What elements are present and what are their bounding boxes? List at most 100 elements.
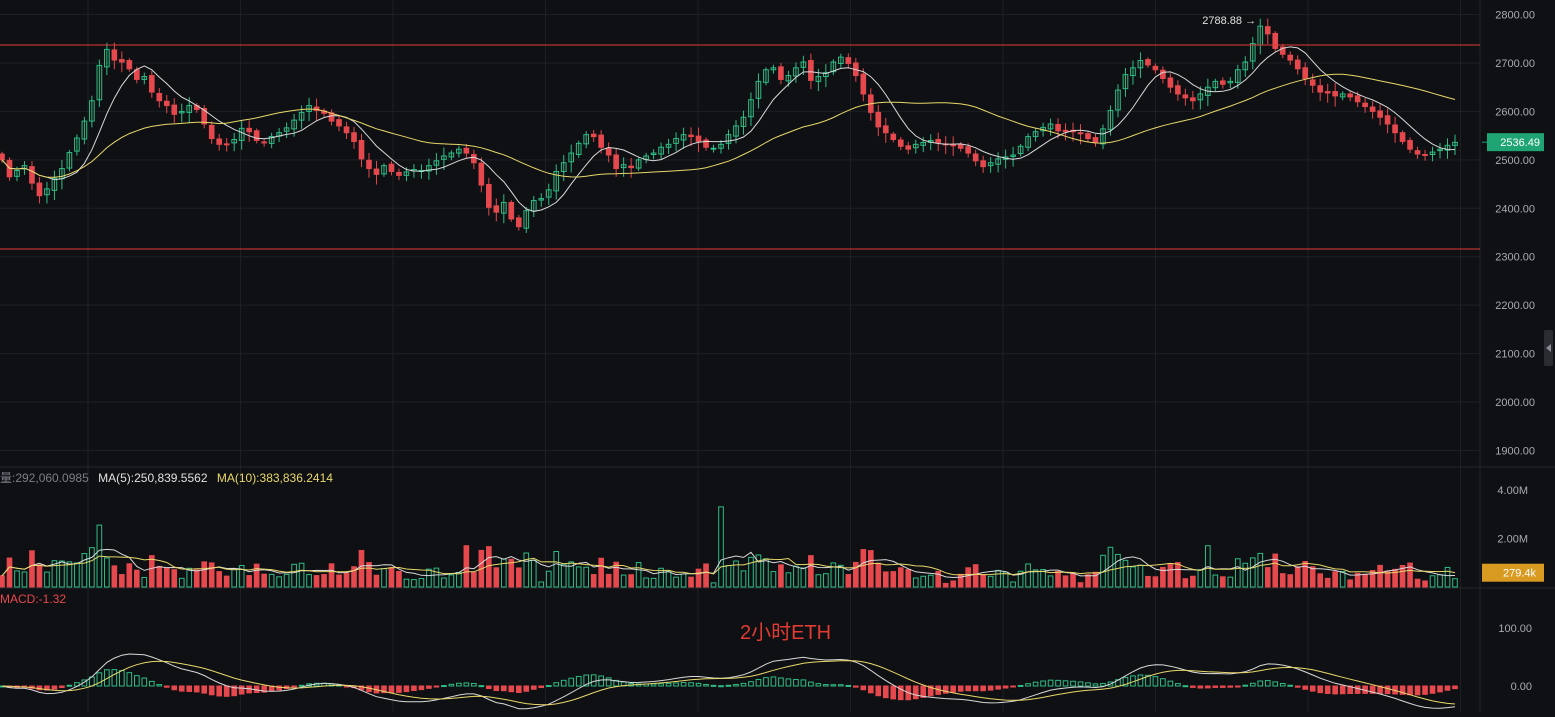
volume-bar xyxy=(1047,575,1054,588)
volume-bar xyxy=(950,580,957,588)
volume-bar xyxy=(493,567,500,588)
volume-bar xyxy=(1212,574,1219,588)
volume-bar xyxy=(306,574,312,588)
volume-bar xyxy=(987,575,994,588)
ma-long-line xyxy=(1,73,1456,178)
macd-histogram-bar xyxy=(1234,685,1241,688)
macd-histogram-bar xyxy=(141,677,148,687)
candle-body xyxy=(1130,67,1136,77)
volume-bar xyxy=(231,569,238,588)
candle-body xyxy=(912,143,919,149)
macd-histogram-bar xyxy=(1212,685,1219,688)
candle-body xyxy=(1160,69,1166,79)
volume-bar xyxy=(1309,566,1316,588)
candle-body xyxy=(650,152,657,156)
candle-body xyxy=(740,116,747,127)
macd-histogram-bar xyxy=(208,685,215,696)
candle-body xyxy=(1167,77,1174,88)
macd-histogram-bar xyxy=(1092,683,1099,687)
candle-body xyxy=(718,143,724,149)
macd-histogram-bar xyxy=(853,685,859,688)
volume-bar xyxy=(530,559,537,588)
candle-body xyxy=(343,126,350,134)
volume-bar xyxy=(1205,545,1211,588)
last-price-tag: 2536.49 xyxy=(1500,137,1540,149)
candle-body xyxy=(763,69,769,83)
volume-bar xyxy=(366,562,372,588)
candle-body xyxy=(208,124,215,140)
volume-bar xyxy=(1130,566,1136,588)
volume-ma10-line xyxy=(1,555,1456,577)
volume-bar xyxy=(703,563,709,588)
candle-body xyxy=(1190,97,1196,102)
volume-bar xyxy=(1062,575,1069,588)
volume-bar xyxy=(238,565,245,588)
volume-bar xyxy=(119,574,125,588)
macd-histogram-bar xyxy=(1122,676,1129,687)
volume-bar xyxy=(665,570,672,588)
macd-histogram-bar xyxy=(291,685,297,688)
candle-body xyxy=(171,104,178,115)
macd-histogram-bar xyxy=(972,685,979,692)
volume-bar xyxy=(1115,553,1121,588)
macd-histogram-bar xyxy=(987,685,994,691)
candle-body xyxy=(725,134,732,144)
candle-body xyxy=(980,160,986,168)
macd-histogram-bar xyxy=(448,683,455,687)
volume-bar xyxy=(635,562,642,588)
macd-histogram-bar xyxy=(770,676,777,687)
volume-bar xyxy=(1332,571,1338,588)
volume-bar xyxy=(1175,562,1181,588)
volume-bar xyxy=(605,573,612,588)
volume-bar xyxy=(755,554,762,588)
candle-body xyxy=(156,92,163,102)
macd-histogram-bar xyxy=(1302,685,1309,690)
candle-body xyxy=(1062,129,1069,133)
candle-body xyxy=(1287,54,1294,61)
candle-body xyxy=(1219,80,1226,85)
volume-bar xyxy=(456,571,462,588)
volume-bar xyxy=(1190,575,1196,588)
volume-bar xyxy=(1339,570,1346,588)
macd-histogram-bar xyxy=(860,685,867,691)
volume-bar xyxy=(890,571,897,588)
macd-histogram-bar xyxy=(163,685,170,688)
candle-body xyxy=(1010,154,1016,157)
volume-bar xyxy=(598,557,604,588)
candle-body xyxy=(1407,139,1413,150)
candle-body xyxy=(658,146,664,155)
macd-histogram-bar xyxy=(1152,676,1159,687)
macd-histogram-bar xyxy=(733,683,739,687)
macd-indicator-labels: MACD:-1.32 xyxy=(0,592,72,606)
candle-body xyxy=(703,139,709,148)
macd-histogram-bar xyxy=(433,685,440,688)
candle-body xyxy=(178,110,185,114)
macd-histogram-bar xyxy=(658,683,664,687)
candle-body xyxy=(1362,102,1368,108)
macd-histogram-bar xyxy=(1437,685,1443,693)
macd-histogram-bar xyxy=(665,682,672,687)
candle-body xyxy=(635,159,642,169)
volume-bar xyxy=(575,566,582,588)
macd-histogram-bar xyxy=(358,685,365,691)
volume-bar xyxy=(1032,569,1039,588)
volume-bar xyxy=(740,570,747,588)
volume-bar xyxy=(418,578,425,588)
macd-histogram-bar xyxy=(276,685,282,691)
candle-body xyxy=(44,188,50,196)
volume-bar xyxy=(351,566,357,588)
volume-ma10-label: MA(10):383,836.2414 xyxy=(216,471,333,485)
chevron-left-icon[interactable] xyxy=(1544,330,1553,366)
candle-body xyxy=(51,177,58,191)
volume-bar xyxy=(1287,574,1294,588)
macd-histogram-bar xyxy=(1145,674,1151,687)
candle-body xyxy=(1212,80,1219,89)
volume-bar xyxy=(178,577,185,588)
candle-body xyxy=(680,134,687,141)
candle-body xyxy=(710,147,717,150)
volume-bar xyxy=(261,573,267,588)
macd-histogram-bar xyxy=(703,683,709,687)
volume-bar xyxy=(1085,574,1091,588)
